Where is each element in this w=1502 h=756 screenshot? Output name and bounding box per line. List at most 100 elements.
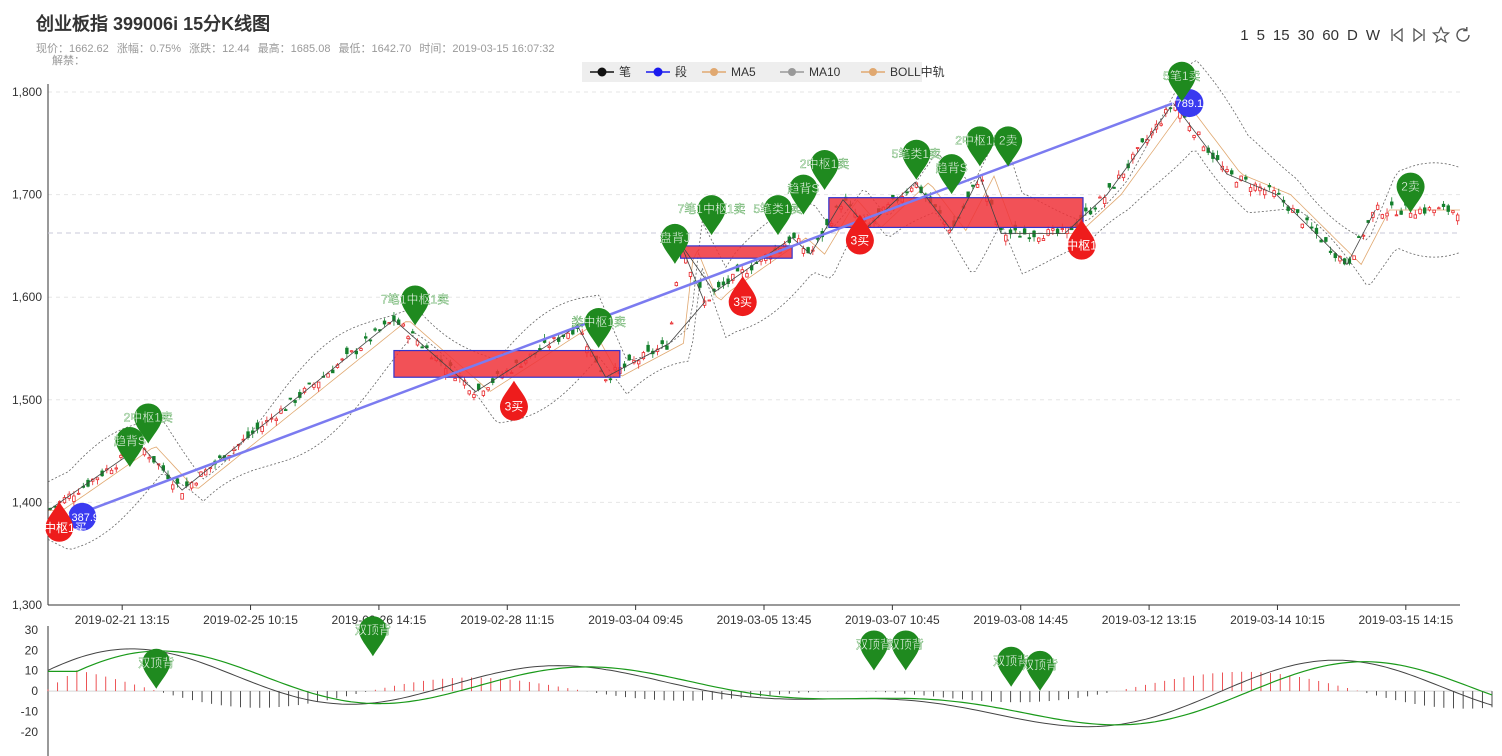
candle-body: [745, 273, 749, 278]
x-tick-label: 2019-03-05 13:45: [717, 613, 812, 627]
bi-line: [47, 102, 1376, 511]
macd-y-tick-label: 0: [31, 684, 38, 698]
segment-label: 1789.16: [1169, 98, 1209, 110]
candle-body: [1037, 237, 1041, 242]
candle-body: [476, 383, 481, 390]
sell-marker-label: 双顶背: [138, 656, 174, 670]
candle-body: [660, 340, 664, 345]
period-30-button[interactable]: 30: [1297, 26, 1315, 44]
sell-marker-label: 双顶背: [856, 637, 892, 651]
candle-body: [331, 369, 335, 374]
sell-marker: [401, 285, 430, 326]
info-change: 涨跌：12.44: [189, 43, 250, 55]
sell-marker: [902, 139, 931, 180]
sell-marker-label: 2中枢1卖: [955, 132, 1004, 147]
candle-body: [114, 467, 118, 470]
sell-marker: [937, 154, 966, 195]
candle-body: [1140, 138, 1144, 143]
legend-label-2: MA5: [731, 65, 756, 79]
candle-body: [1121, 173, 1126, 179]
price-info: 现价：1662.62 涨幅：0.75% 涨跌：12.44 最高：1685.08 …: [36, 40, 560, 56]
candle-body: [1319, 239, 1323, 243]
candle-body: [1380, 214, 1385, 219]
sell-marker-label: 2中枢1卖: [800, 156, 849, 171]
sell-marker-label: 5笔类1卖: [892, 146, 941, 161]
period-15-button[interactable]: 15: [1272, 26, 1290, 44]
candle-body: [971, 184, 975, 187]
sell-marker: [358, 616, 387, 657]
sell-marker-label: 2中枢1卖: [124, 409, 173, 424]
candle-body: [354, 350, 358, 355]
candle-body: [999, 227, 1003, 231]
candle-body: [175, 478, 180, 484]
period-week-button[interactable]: W: [1365, 26, 1380, 44]
candle-body: [119, 454, 123, 458]
candle-body: [1098, 196, 1102, 199]
candle-body: [1267, 185, 1272, 188]
candle-body: [688, 271, 693, 277]
period-60-button[interactable]: 60: [1322, 26, 1339, 44]
candle-body: [340, 358, 344, 361]
sell-marker: [764, 195, 793, 236]
zhongshu-box: [393, 349, 621, 378]
candle-body: [1432, 209, 1436, 214]
sell-marker-label: 2卖: [999, 133, 1018, 147]
sell-marker-label: 双顶背: [1022, 658, 1058, 672]
buy-marker-label: 类中枢1买: [32, 520, 87, 535]
sell-marker: [660, 223, 689, 264]
star-icon[interactable]: [1432, 26, 1450, 44]
buy-marker: [45, 501, 74, 542]
refresh-icon[interactable]: [1454, 26, 1472, 44]
sell-marker: [1026, 650, 1055, 691]
buy-marker: [499, 380, 528, 421]
candle-body: [326, 373, 330, 378]
candle-body: [1437, 207, 1441, 210]
candle-body: [1159, 123, 1163, 126]
candle-body: [1197, 131, 1201, 136]
info-high: 最高：1685.08: [257, 43, 331, 55]
prev-icon[interactable]: [1388, 26, 1406, 44]
x-tick-label: 2019-03-08 14:45: [973, 613, 1068, 627]
info-time: 时间：2019-03-15 16:07:32: [419, 43, 555, 55]
sell-marker: [1396, 172, 1425, 213]
legend-label-0: 笔: [619, 64, 631, 79]
candle-body: [547, 345, 551, 349]
candle-body: [283, 409, 288, 411]
candle-body: [641, 352, 646, 360]
candle-body: [1093, 207, 1097, 210]
period-1-button[interactable]: 1: [1240, 26, 1249, 44]
main-chart: 1,300 1,400 1,500 1,600 1,700 1,800 2019-02-21…: [12, 59, 1461, 627]
period-day-button[interactable]: D: [1346, 26, 1358, 44]
candle-body: [1324, 237, 1328, 242]
y-tick-label: 1,700: [12, 188, 42, 202]
candle-body: [1234, 181, 1239, 188]
candle-body: [1375, 204, 1380, 210]
candle-body: [669, 322, 674, 325]
sell-marker-label: 类中枢1卖: [571, 314, 626, 329]
candle-body: [1295, 209, 1300, 213]
candle-body: [975, 183, 980, 188]
next-icon[interactable]: [1410, 26, 1428, 44]
candle-body: [218, 455, 222, 458]
candle-body: [1107, 183, 1112, 188]
candle-body: [368, 339, 373, 342]
candle-body: [349, 350, 354, 353]
sell-marker-label: 趋背S: [114, 434, 146, 448]
period-5-button[interactable]: 5: [1256, 26, 1265, 44]
candle-body: [698, 281, 702, 288]
sell-marker: [142, 648, 171, 689]
x-tick-label: 2019-03-15 14:15: [1358, 613, 1453, 627]
candle-body: [373, 328, 377, 331]
candle-body: [1022, 228, 1027, 235]
candle-body: [481, 390, 486, 396]
candle-body: [1408, 212, 1413, 218]
x-tick-label: 2019-02-28 11:15: [460, 613, 554, 627]
candle-body: [1305, 217, 1309, 221]
candle-body: [1418, 208, 1422, 214]
candle-body: [411, 331, 415, 334]
candle-body: [255, 422, 260, 430]
candle-body: [316, 381, 321, 389]
candle-body: [1225, 169, 1229, 172]
candle-body: [1192, 135, 1196, 138]
